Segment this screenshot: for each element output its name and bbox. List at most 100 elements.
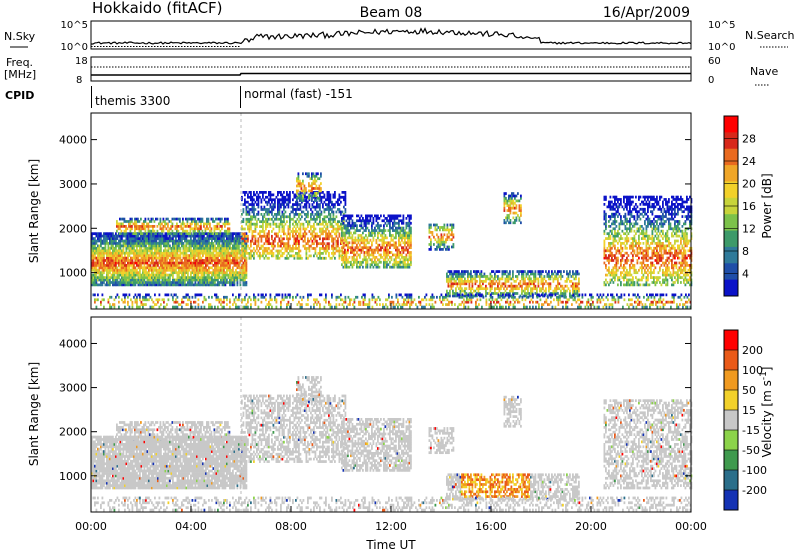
power-cell-291 bbox=[112, 234, 114, 238]
power-cell-2341 bbox=[201, 232, 204, 236]
power-cell-957 bbox=[163, 278, 165, 282]
power-cell-1675 bbox=[217, 254, 219, 257]
power-cell-1789 bbox=[226, 268, 228, 272]
power-cell-1250 bbox=[185, 271, 188, 275]
power-cell-1857 bbox=[230, 246, 233, 250]
power-cell-65 bbox=[95, 273, 98, 277]
power-cell-2612 bbox=[260, 247, 263, 250]
power-cell-2691 bbox=[266, 195, 269, 199]
power-cell-320 bbox=[115, 264, 117, 267]
power-cell-1213 bbox=[182, 266, 185, 270]
power-cell-2144 bbox=[141, 234, 144, 238]
power-cell-679 bbox=[142, 268, 144, 272]
power-cell-1220 bbox=[182, 246, 185, 250]
power-cell-4303 bbox=[439, 228, 441, 232]
power-cell-3012 bbox=[298, 244, 300, 248]
power-cell-1502 bbox=[203, 244, 206, 248]
power-cell-1597 bbox=[211, 254, 213, 257]
power-cell-2660 bbox=[265, 239, 267, 243]
power-cell-2580 bbox=[256, 203, 258, 206]
power-cell-1270 bbox=[187, 276, 189, 279]
power-cell-3097 bbox=[307, 242, 309, 246]
power-cell-727 bbox=[145, 246, 147, 250]
power-cell-799 bbox=[151, 268, 153, 272]
power-cell-3151 bbox=[313, 234, 315, 238]
power-cell-49 bbox=[94, 264, 96, 267]
power-cell-1119 bbox=[175, 256, 177, 260]
power-cell-652 bbox=[139, 232, 141, 236]
power-cell-2035 bbox=[244, 237, 246, 240]
power-cell-1022 bbox=[167, 266, 170, 270]
power-cell-1602 bbox=[211, 239, 213, 243]
power-cell-2633 bbox=[262, 225, 264, 228]
power-cell-958 bbox=[163, 276, 165, 279]
power-cell-1153 bbox=[178, 276, 180, 279]
power-cell-4339 bbox=[448, 245, 450, 249]
power-cell-3195 bbox=[317, 256, 320, 260]
beam-label: Beam 08 bbox=[360, 5, 423, 21]
power-cell-769 bbox=[148, 239, 150, 243]
power-cell-1897 bbox=[233, 244, 236, 248]
power-cell-267 bbox=[110, 239, 113, 243]
power-cell-3806 bbox=[363, 253, 366, 257]
power-cell-898 bbox=[158, 276, 161, 279]
power-cell-1695 bbox=[218, 249, 221, 253]
power-cell-1140 bbox=[176, 256, 179, 260]
power-cell-2057 bbox=[245, 232, 248, 236]
power-cell-2111 bbox=[132, 232, 135, 236]
power-cell-1399 bbox=[196, 244, 198, 248]
power-cell-640 bbox=[139, 266, 141, 270]
power-cell-1874 bbox=[232, 254, 234, 257]
power-cell-1197 bbox=[181, 264, 183, 267]
power-cell-2374 bbox=[212, 217, 214, 221]
power-cell-835 bbox=[154, 283, 156, 287]
power-cell-1158 bbox=[178, 264, 180, 267]
power-cell-2178 bbox=[150, 220, 153, 223]
power-cell-1376 bbox=[194, 251, 197, 255]
power-cell-1385 bbox=[196, 283, 198, 287]
power-cell-160 bbox=[103, 271, 105, 275]
power-cell-1353 bbox=[193, 254, 195, 257]
power-cell-1400 bbox=[196, 242, 198, 245]
nsearch-tick-top: 10^5 bbox=[708, 20, 735, 31]
power-cell-2732 bbox=[271, 213, 273, 216]
power-cell-4359 bbox=[452, 223, 455, 227]
power-cell-104 bbox=[98, 266, 101, 270]
power-cell-4021 bbox=[387, 253, 390, 257]
power-cell-1748 bbox=[223, 271, 225, 275]
power-cell-478 bbox=[127, 264, 129, 267]
power-cell-4144 bbox=[399, 231, 402, 235]
power-cell-2164 bbox=[147, 234, 150, 238]
power-cell-3724 bbox=[353, 226, 355, 230]
nsearch-tick-bottom: 10^0 bbox=[708, 42, 735, 53]
power-cell-1883 bbox=[233, 283, 236, 287]
power-cell-269 bbox=[110, 234, 113, 238]
power-cell-3525 bbox=[302, 189, 304, 193]
power-cell-259 bbox=[110, 261, 113, 265]
power-cell-3341 bbox=[329, 198, 332, 202]
power-cell-2529 bbox=[251, 232, 254, 236]
power-cell-2131 bbox=[137, 225, 139, 228]
power-cell-3467 bbox=[343, 242, 345, 246]
power-cell-2446 bbox=[242, 208, 245, 211]
power-cell-4634 bbox=[504, 282, 507, 286]
power-cell-2137 bbox=[138, 220, 141, 223]
power-cell-189 bbox=[104, 237, 107, 240]
power-cell-688 bbox=[142, 242, 144, 245]
power-cell-1011 bbox=[166, 242, 168, 245]
power-cell-1714 bbox=[220, 251, 222, 255]
power-cell-185 bbox=[104, 246, 107, 250]
power-cell-4622 bbox=[501, 277, 504, 281]
power-cell-4148 bbox=[399, 214, 402, 218]
power-cell-3517 bbox=[300, 194, 303, 198]
power-cell-3053 bbox=[302, 239, 305, 243]
power-cell-4260 bbox=[410, 214, 412, 218]
power-cell-1304 bbox=[190, 283, 192, 287]
power-cell-2916 bbox=[289, 237, 291, 241]
power-cell-858 bbox=[155, 276, 158, 279]
power-cell-2897 bbox=[287, 244, 290, 248]
power-cell-970 bbox=[163, 244, 165, 248]
power-cell-2564 bbox=[254, 227, 257, 231]
power-cell-2609 bbox=[259, 195, 261, 199]
power-cell-3476 bbox=[343, 195, 345, 199]
